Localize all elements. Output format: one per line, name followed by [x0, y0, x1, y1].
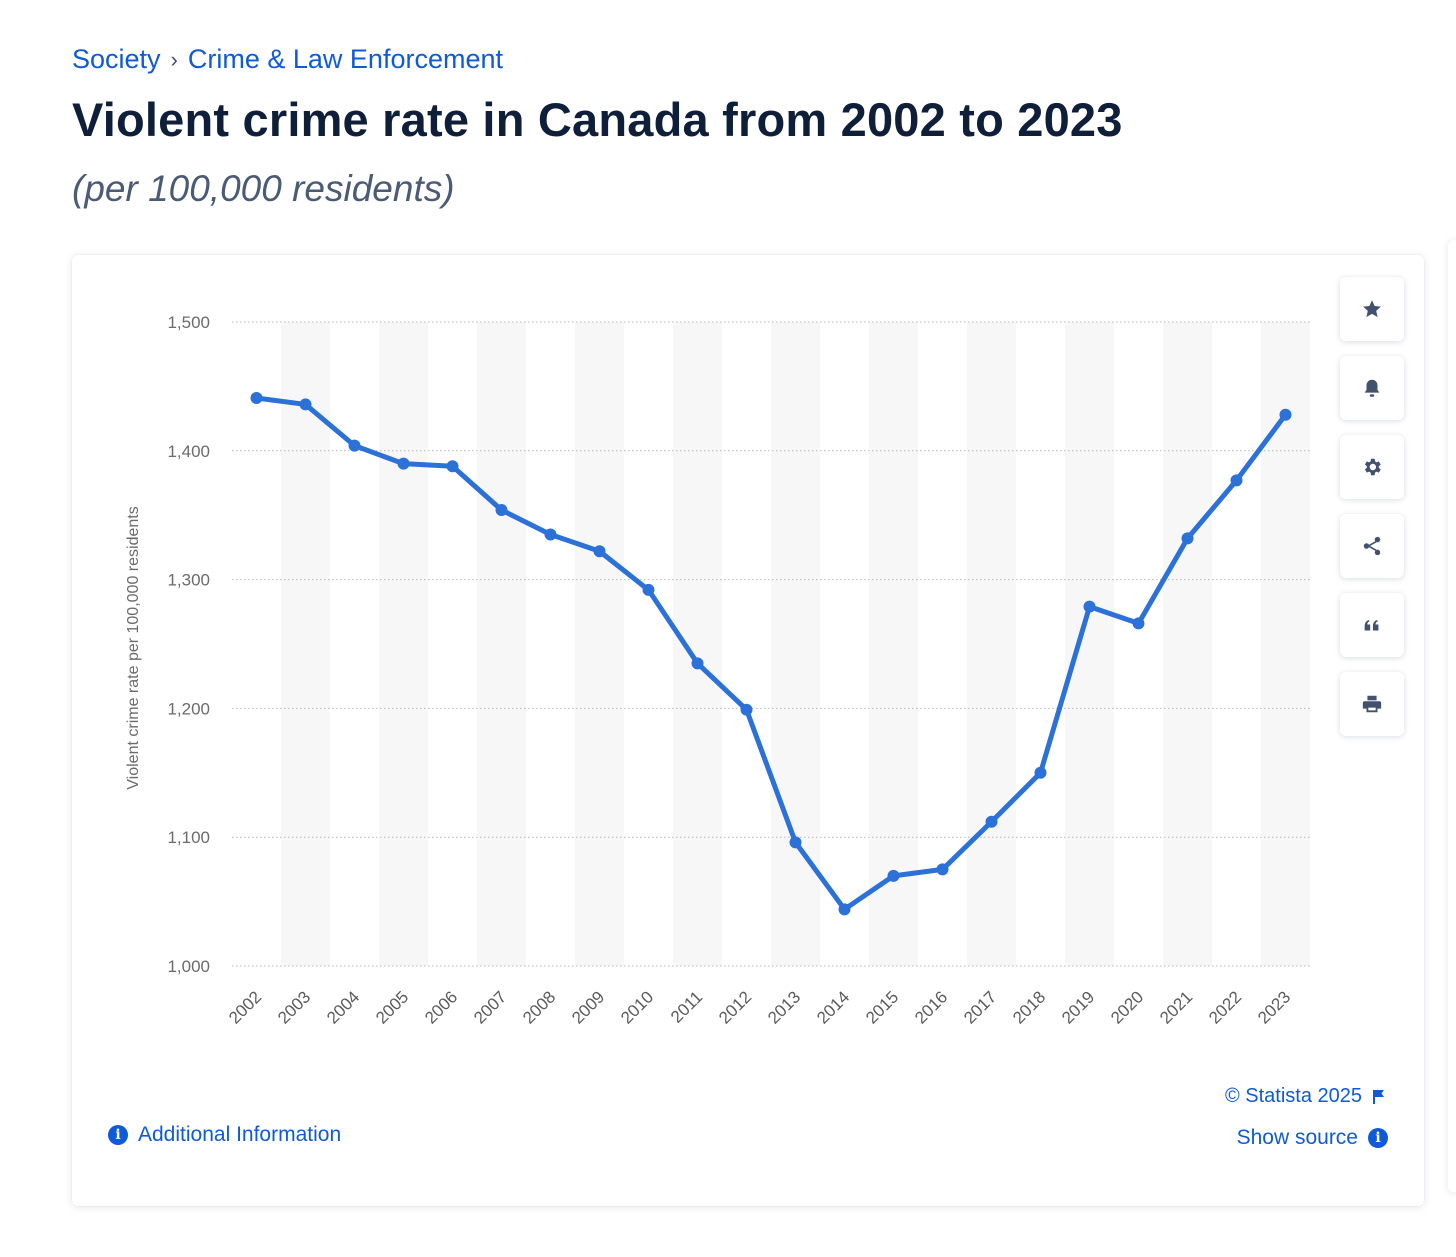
x-tick-label: 2012	[715, 987, 755, 1027]
column-band	[1163, 322, 1212, 966]
data-point	[495, 504, 508, 517]
breadcrumb-society-link[interactable]: Society	[72, 44, 161, 74]
x-tick-label: 2010	[617, 987, 657, 1027]
chart-card: 1,000 1,100 1,200 1,300 1,400 1,500 Violent c…	[72, 255, 1424, 1206]
data-point	[446, 460, 459, 473]
print-button[interactable]	[1340, 672, 1404, 736]
data-point	[642, 583, 655, 596]
column-band	[1261, 322, 1310, 966]
x-tick-label: 2003	[274, 987, 314, 1027]
info-icon: i	[1368, 1128, 1388, 1148]
y-tick-label: 1,000	[167, 957, 210, 976]
share-button[interactable]	[1340, 514, 1404, 578]
print-icon	[1362, 695, 1382, 713]
data-point	[1181, 532, 1194, 545]
star-icon	[1363, 300, 1381, 317]
data-point	[250, 391, 263, 404]
data-point	[397, 457, 410, 470]
y-tick-label: 1,400	[167, 442, 210, 461]
data-point	[740, 703, 753, 716]
x-tick-label: 2011	[667, 987, 706, 1026]
x-tick-label: 2004	[323, 987, 363, 1027]
x-tick-label: 2007	[470, 987, 510, 1027]
y-tick-label: 1,200	[167, 699, 210, 718]
page-subtitle: (per 100,000 residents)	[72, 168, 455, 209]
column-band	[869, 322, 918, 966]
show-source-label: Show source	[1236, 1126, 1358, 1149]
x-tick-label: 2005	[372, 987, 412, 1027]
series-line-group	[250, 391, 1292, 916]
page-title: Violent crime rate in Canada from 2002 t…	[72, 93, 1123, 146]
column-band	[967, 322, 1016, 966]
y-tick-label: 1,500	[167, 313, 210, 332]
settings-button[interactable]	[1340, 435, 1404, 499]
column-band	[379, 322, 428, 966]
x-tick-label: 2021	[1156, 987, 1196, 1027]
data-point	[887, 869, 900, 882]
breadcrumb-separator: ›	[170, 46, 178, 72]
column-band	[281, 322, 330, 966]
data-point	[985, 815, 998, 828]
copyright-text: © Statista 2025	[1224, 1085, 1362, 1107]
data-point	[1230, 474, 1243, 487]
x-tick-label: 2018	[1009, 987, 1049, 1027]
x-tick-label: 2020	[1107, 987, 1147, 1027]
x-tick-label: 2002	[225, 987, 265, 1027]
x-tick-label: 2014	[813, 987, 853, 1027]
y-tick-label: 1,100	[167, 828, 210, 847]
x-tick-label: 2013	[764, 987, 804, 1027]
show-source-link[interactable]: Show source i	[1237, 1126, 1388, 1150]
copyright-notice[interactable]: © Statista 2025	[1225, 1085, 1386, 1108]
y-tick-labels: 1,000 1,100 1,200 1,300 1,400 1,500	[167, 313, 210, 976]
notification-button[interactable]	[1340, 356, 1404, 420]
flag-icon	[1373, 1089, 1384, 1104]
data-point	[838, 903, 851, 916]
additional-information-link[interactable]: i Additional Information	[108, 1123, 341, 1147]
data-point	[789, 836, 802, 849]
y-axis-label: Violent crime rate per 100,000 residents	[125, 506, 142, 789]
x-tick-label: 2022	[1205, 987, 1245, 1027]
line-chart: 1,000 1,100 1,200 1,300 1,400 1,500 Violent c…	[125, 313, 1310, 1028]
column-band	[575, 322, 624, 966]
data-point	[593, 545, 606, 558]
breadcrumb: Society › Crime & Law Enforcement	[72, 44, 503, 75]
share-icon	[1363, 536, 1381, 556]
quote-icon	[1364, 619, 1379, 631]
x-tick-label: 2009	[568, 987, 608, 1027]
data-point	[1132, 617, 1145, 630]
additional-information-label: Additional Information	[138, 1123, 342, 1146]
x-tick-label: 2017	[960, 987, 1000, 1027]
column-bands	[281, 322, 1310, 966]
data-point	[1034, 766, 1047, 779]
data-point	[544, 528, 557, 541]
gear-icon	[1364, 458, 1381, 476]
favorite-button[interactable]	[1340, 277, 1404, 341]
info-icon: i	[108, 1125, 128, 1145]
data-point	[299, 398, 312, 411]
column-band	[771, 322, 820, 966]
breadcrumb-crime-link[interactable]: Crime & Law Enforcement	[187, 44, 503, 74]
cite-button[interactable]	[1340, 593, 1404, 657]
x-tick-label: 2023	[1254, 987, 1294, 1027]
column-band	[1065, 322, 1114, 966]
data-point	[691, 657, 704, 670]
bell-icon	[1364, 379, 1380, 397]
x-tick-label: 2015	[862, 987, 902, 1027]
column-band	[477, 322, 526, 966]
column-band	[673, 322, 722, 966]
x-tick-labels: 2002 2003 2004 2005 2006 2007 2008 2009 2010 2011…	[225, 987, 1294, 1027]
series-line	[254, 395, 1288, 912]
data-point	[936, 863, 949, 876]
data-point	[348, 439, 361, 452]
x-tick-label: 2016	[911, 987, 951, 1027]
data-point	[1083, 600, 1096, 613]
x-tick-label: 2008	[519, 987, 559, 1027]
adjacent-panel-edge	[1448, 240, 1456, 1192]
y-tick-label: 1,300	[167, 571, 210, 590]
x-tick-label: 2006	[421, 987, 461, 1027]
x-tick-label: 2019	[1058, 987, 1098, 1027]
data-point	[1279, 408, 1292, 421]
